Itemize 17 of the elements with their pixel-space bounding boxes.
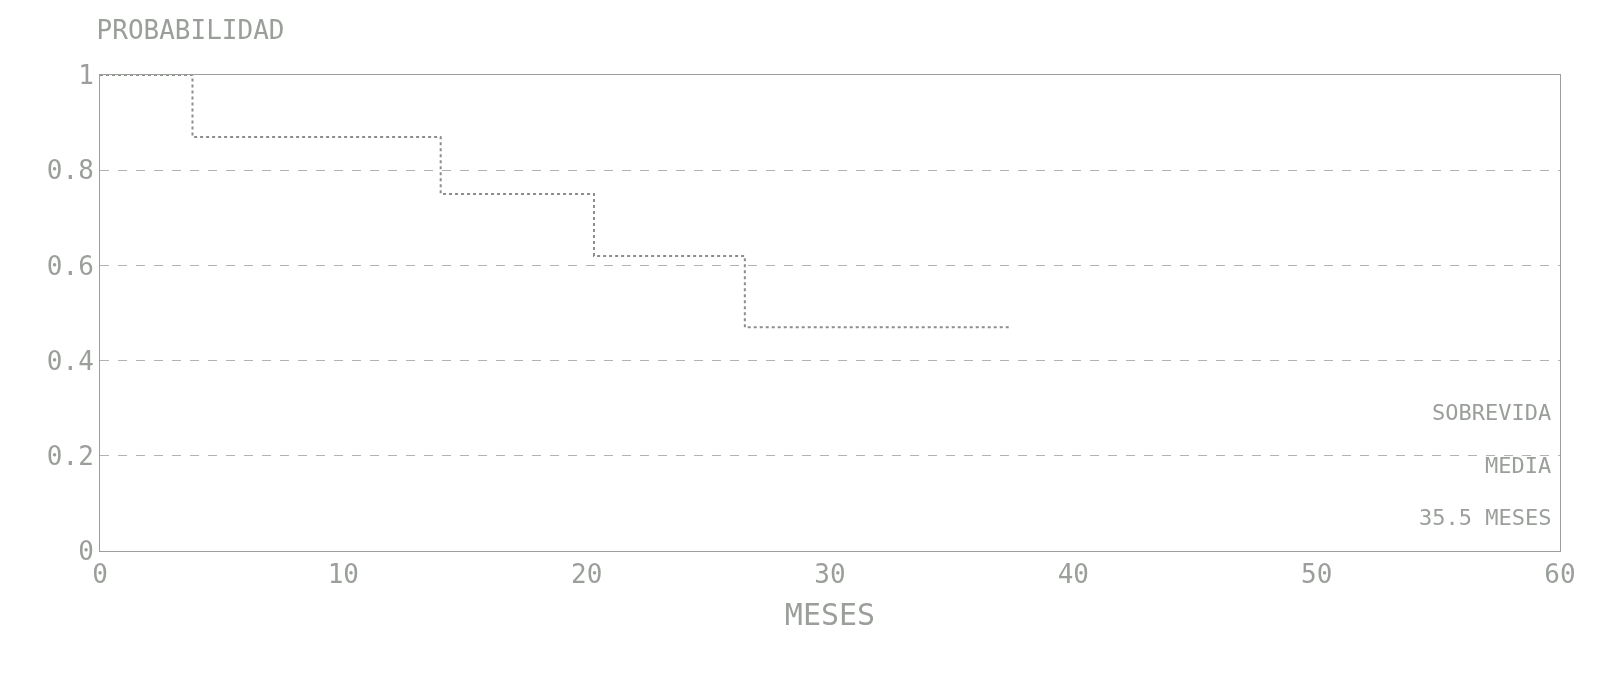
y-tick-label: 0.2 (46, 440, 94, 471)
x-tick-label: 10 (327, 559, 359, 590)
y-tick-label: 0.6 (46, 250, 94, 281)
annotation: SOBREVIDA (1432, 400, 1552, 425)
annotation: MEDIA (1485, 453, 1552, 478)
x-tick-label: 30 (814, 559, 846, 590)
y-tick-label: 0 (78, 536, 94, 567)
x-tick-label: 60 (1544, 559, 1576, 590)
chart-title: PROBABILIDAD (96, 14, 285, 45)
x-tick-label: 40 (1057, 559, 1089, 590)
x-tick-label: 50 (1301, 559, 1333, 590)
x-tick-label: 20 (571, 559, 603, 590)
x-axis-title: MESES (784, 596, 876, 632)
y-tick-label: 1 (78, 60, 94, 91)
y-tick-label: 0.4 (46, 345, 94, 376)
annotation: 35.5 MESES (1419, 505, 1552, 530)
y-tick-label: 0.8 (46, 155, 94, 186)
